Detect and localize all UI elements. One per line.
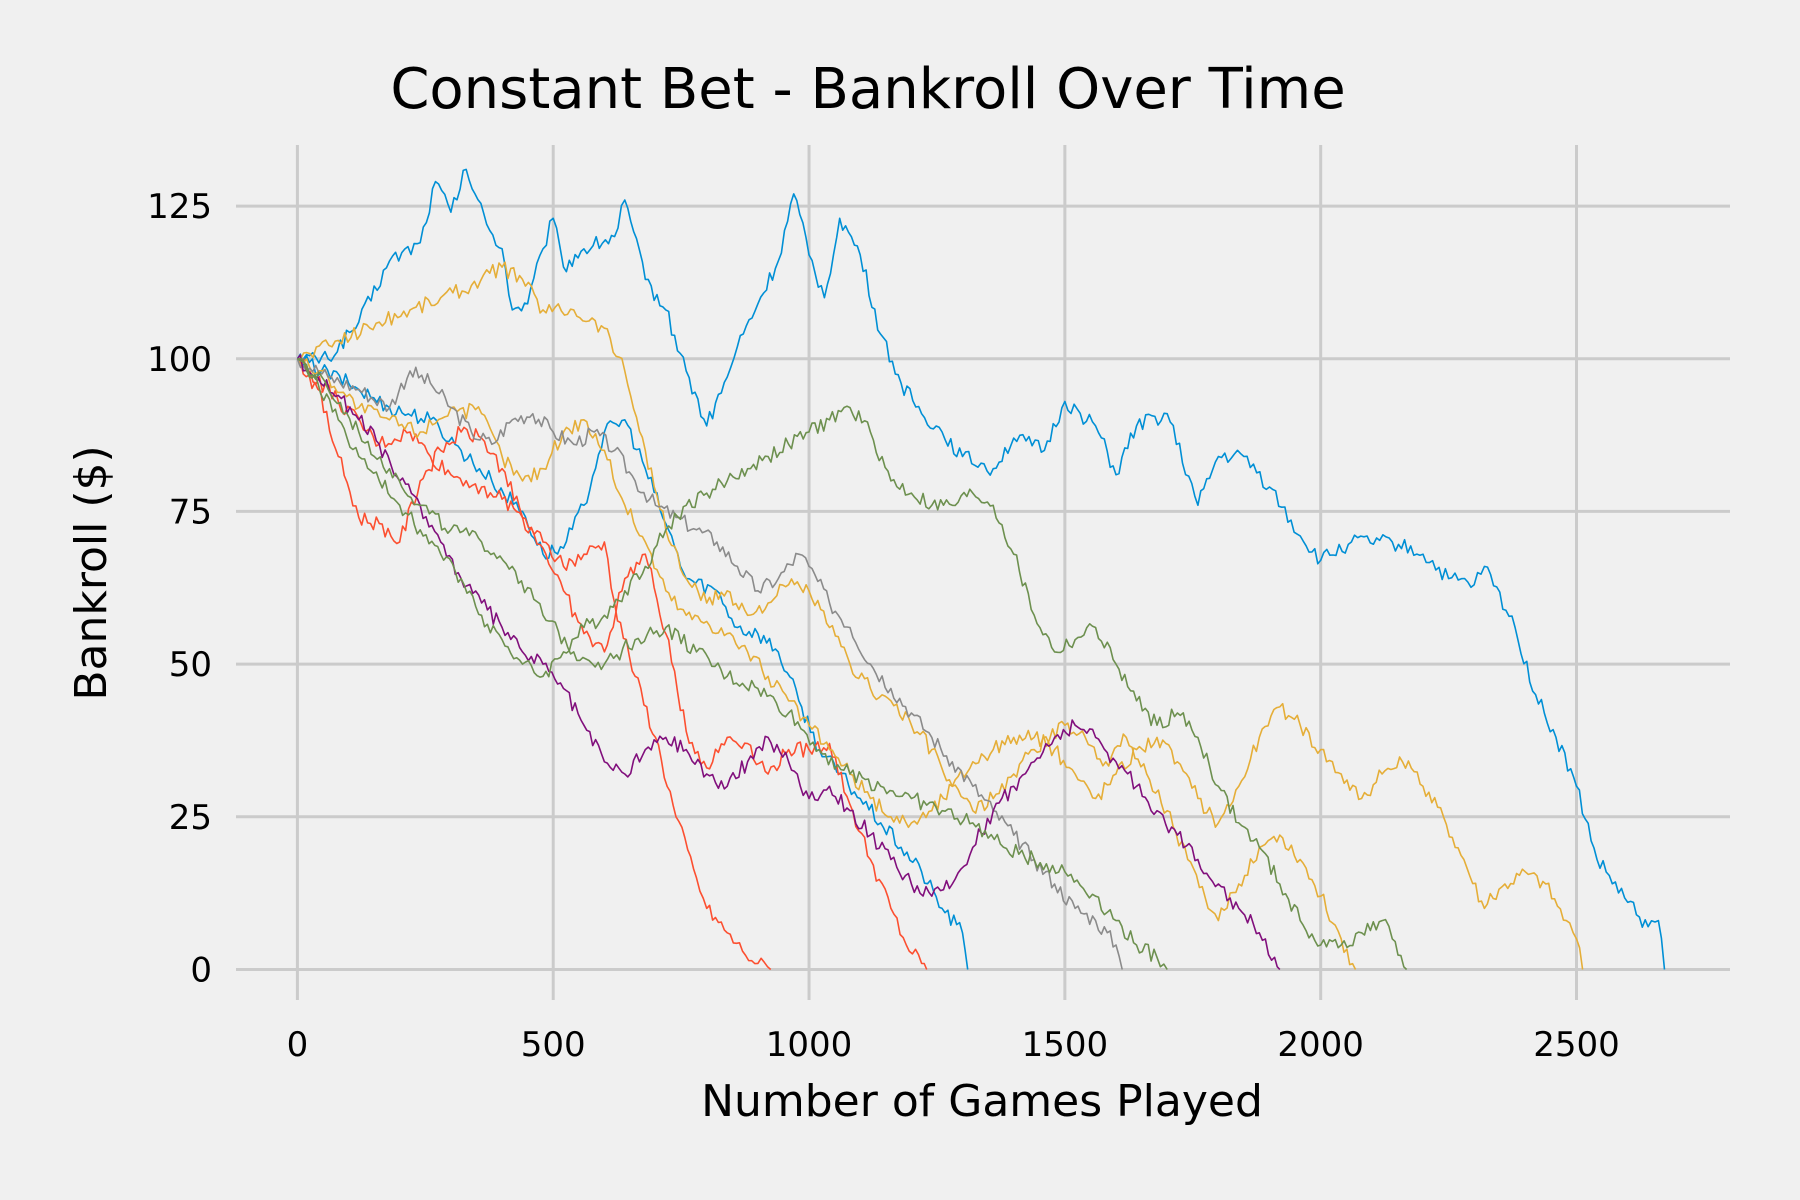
y-gridlines [236,204,1730,971]
series-line-5 [296,358,1584,970]
x-axis-label: Number of Games Played [701,1076,1263,1127]
series-line-1 [296,353,969,970]
series-line-8 [297,357,1408,971]
x-tick-label-1: 500 [521,1025,586,1065]
chart-title: Constant Bet - Bankroll Over Time [390,57,1345,122]
series-line-6 [296,358,1123,970]
series-layer [296,168,1666,971]
series-line-0 [296,168,1666,970]
series-line-4 [297,261,1357,970]
x-tick-label-3: 1500 [1022,1025,1109,1065]
y-tick-labels: 0 25 50 75 100 125 [147,187,212,990]
series-line-3 [296,358,928,970]
y-tick-label-2: 50 [169,645,212,685]
x-tick-label-5: 2500 [1533,1025,1620,1065]
y-tick-label-1: 25 [169,798,212,838]
y-axis-label: Bankroll ($) [66,445,117,700]
y-tick-label-3: 75 [169,492,212,532]
x-tick-labels: 0 500 1000 1500 2000 2500 [287,1025,1620,1065]
x-gridlines [295,145,1579,1000]
x-tick-label-2: 1000 [766,1025,853,1065]
x-tick-label-0: 0 [287,1025,309,1065]
y-tick-label-5: 125 [147,187,212,227]
x-tick-label-4: 2000 [1277,1025,1364,1065]
y-tick-label-4: 100 [147,340,212,380]
y-tick-label-0: 0 [190,950,212,990]
series-line-9 [296,358,1168,970]
